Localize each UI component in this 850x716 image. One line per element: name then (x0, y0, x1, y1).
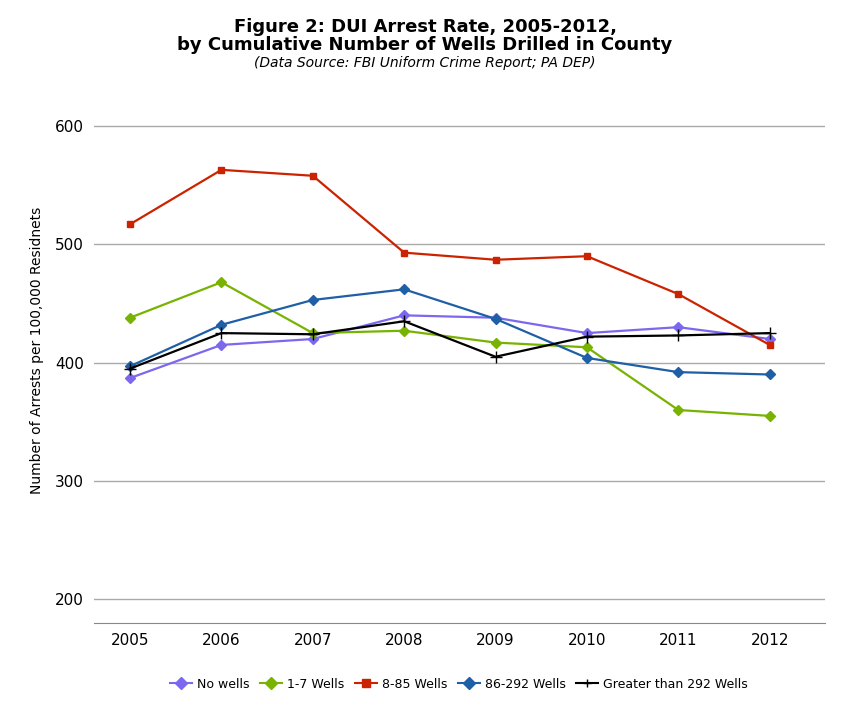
Text: Figure 2: DUI Arrest Rate, 2005-2012,: Figure 2: DUI Arrest Rate, 2005-2012, (234, 18, 616, 36)
Y-axis label: Number of Arrests per 100,000 Residnets: Number of Arrests per 100,000 Residnets (30, 207, 43, 495)
86-292 Wells (308, 296, 318, 304)
Greater than 292 Wells (217, 329, 227, 337)
Line: 86-292 Wells: 86-292 Wells (127, 286, 774, 378)
8-85 Wells (490, 256, 501, 264)
Greater than 292 Wells (490, 352, 501, 361)
8-85 Wells (582, 252, 592, 261)
No wells (400, 311, 410, 319)
No wells (217, 341, 227, 349)
No wells (490, 314, 501, 322)
1-7 Wells (400, 326, 410, 335)
1-7 Wells (582, 343, 592, 352)
No wells (765, 334, 775, 343)
1-7 Wells (673, 406, 683, 415)
No wells (308, 334, 318, 343)
Line: Greater than 292 Wells: Greater than 292 Wells (124, 316, 775, 374)
Greater than 292 Wells (400, 317, 410, 326)
No wells (582, 329, 592, 337)
86-292 Wells (765, 370, 775, 379)
1-7 Wells (217, 278, 227, 286)
No wells (673, 323, 683, 332)
86-292 Wells (125, 362, 135, 370)
8-85 Wells (765, 341, 775, 349)
86-292 Wells (400, 285, 410, 294)
8-85 Wells (125, 220, 135, 228)
Line: No wells: No wells (127, 312, 774, 382)
86-292 Wells (490, 314, 501, 323)
1-7 Wells (125, 314, 135, 322)
1-7 Wells (765, 412, 775, 420)
8-85 Wells (400, 248, 410, 257)
Greater than 292 Wells (673, 332, 683, 340)
8-85 Wells (217, 165, 227, 174)
No wells (125, 374, 135, 382)
1-7 Wells (308, 329, 318, 337)
Legend: No wells, 1-7 Wells, 8-85 Wells, 86-292 Wells, Greater than 292 Wells: No wells, 1-7 Wells, 8-85 Wells, 86-292 … (165, 673, 753, 696)
Text: by Cumulative Number of Wells Drilled in County: by Cumulative Number of Wells Drilled in… (178, 36, 672, 54)
86-292 Wells (582, 354, 592, 362)
86-292 Wells (673, 368, 683, 377)
Greater than 292 Wells (308, 330, 318, 339)
Line: 8-85 Wells: 8-85 Wells (127, 166, 774, 349)
Greater than 292 Wells (125, 364, 135, 373)
1-7 Wells (490, 338, 501, 347)
Greater than 292 Wells (582, 332, 592, 341)
Line: 1-7 Wells: 1-7 Wells (127, 279, 774, 420)
8-85 Wells (673, 290, 683, 299)
86-292 Wells (217, 321, 227, 329)
8-85 Wells (308, 171, 318, 180)
Text: (Data Source: FBI Uniform Crime Report; PA DEP): (Data Source: FBI Uniform Crime Report; … (254, 56, 596, 70)
Greater than 292 Wells (765, 329, 775, 337)
